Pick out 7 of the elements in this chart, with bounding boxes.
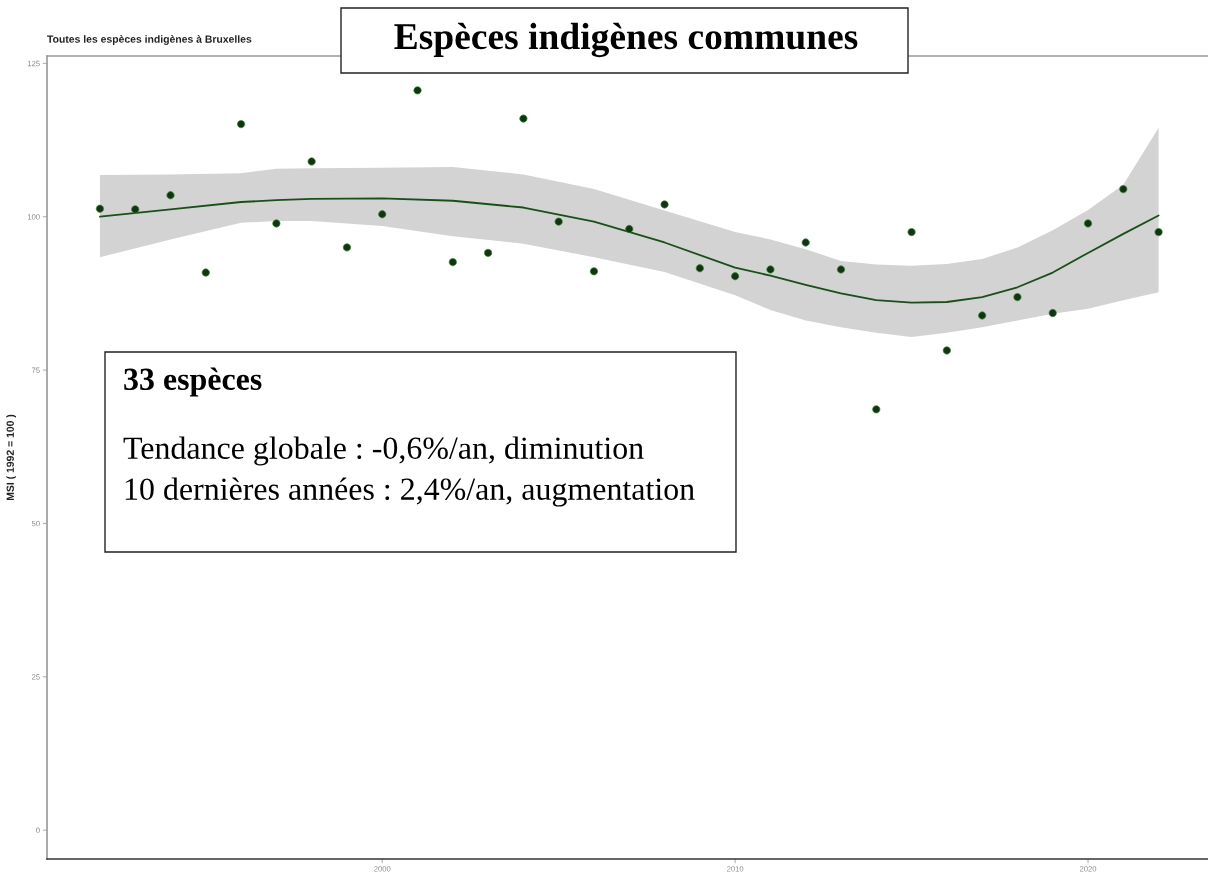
line-series (99, 197, 1160, 304)
chart-title: Espèces indigènes communes (394, 22, 858, 58)
y-axis-title: MSI ( 1992 = 100 ) (6, 414, 16, 501)
annotation: 33 espèces (124, 367, 262, 397)
chart-subtitle: Toutes les espèces indigènes à Bruxelles (47, 35, 252, 45)
annotation: Tendance globale : -0,6%/an, diminution (123, 436, 644, 466)
annotation: 10 dernières années : 2,4%/an, augmentation (125, 477, 695, 507)
